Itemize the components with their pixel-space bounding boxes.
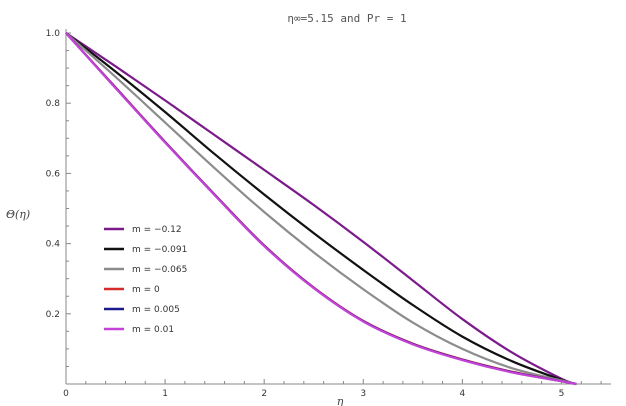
y-tick-label: 0.2 [46, 310, 60, 320]
legend-label: m = 0.005 [132, 305, 180, 315]
series-line [65, 32, 577, 386]
tick-marks: 0 1 2 3 4 5 0.2 0.4 0.6 0.8 1.0 [46, 29, 602, 399]
y-tick-label: 0.4 [46, 240, 61, 250]
legend-label: m = 0.01 [132, 325, 174, 335]
legend-label: m = −0.12 [132, 225, 182, 235]
x-tick-label: 4 [459, 389, 465, 399]
x-tick-label: 0 [63, 389, 69, 399]
x-tick-label: 3 [360, 389, 366, 399]
x-tick-label: 2 [261, 389, 267, 399]
y-tick-label: 1.0 [46, 29, 61, 39]
y-tick-label: 0.6 [46, 169, 61, 179]
series-lines [65, 32, 577, 386]
legend-label: m = −0.091 [132, 245, 187, 255]
legend-label: m = −0.065 [132, 265, 187, 275]
x-tick-label: 5 [559, 389, 565, 399]
legend: m = −0.12 m = −0.091 m = −0.065 m = 0 m = 0.… [104, 225, 187, 335]
series-line [65, 32, 577, 386]
y-axis-label: Θ(η) [6, 208, 30, 221]
y-tick-label: 0.8 [46, 99, 61, 109]
x-axis-label: η [337, 395, 344, 406]
chart-title: η∞=5.15 and Pr = 1 [287, 12, 406, 25]
x-tick-label: 1 [162, 389, 168, 399]
series-line [65, 32, 577, 386]
legend-label: m = 0 [132, 285, 160, 295]
series-line [65, 32, 577, 386]
axes [65, 29, 611, 385]
